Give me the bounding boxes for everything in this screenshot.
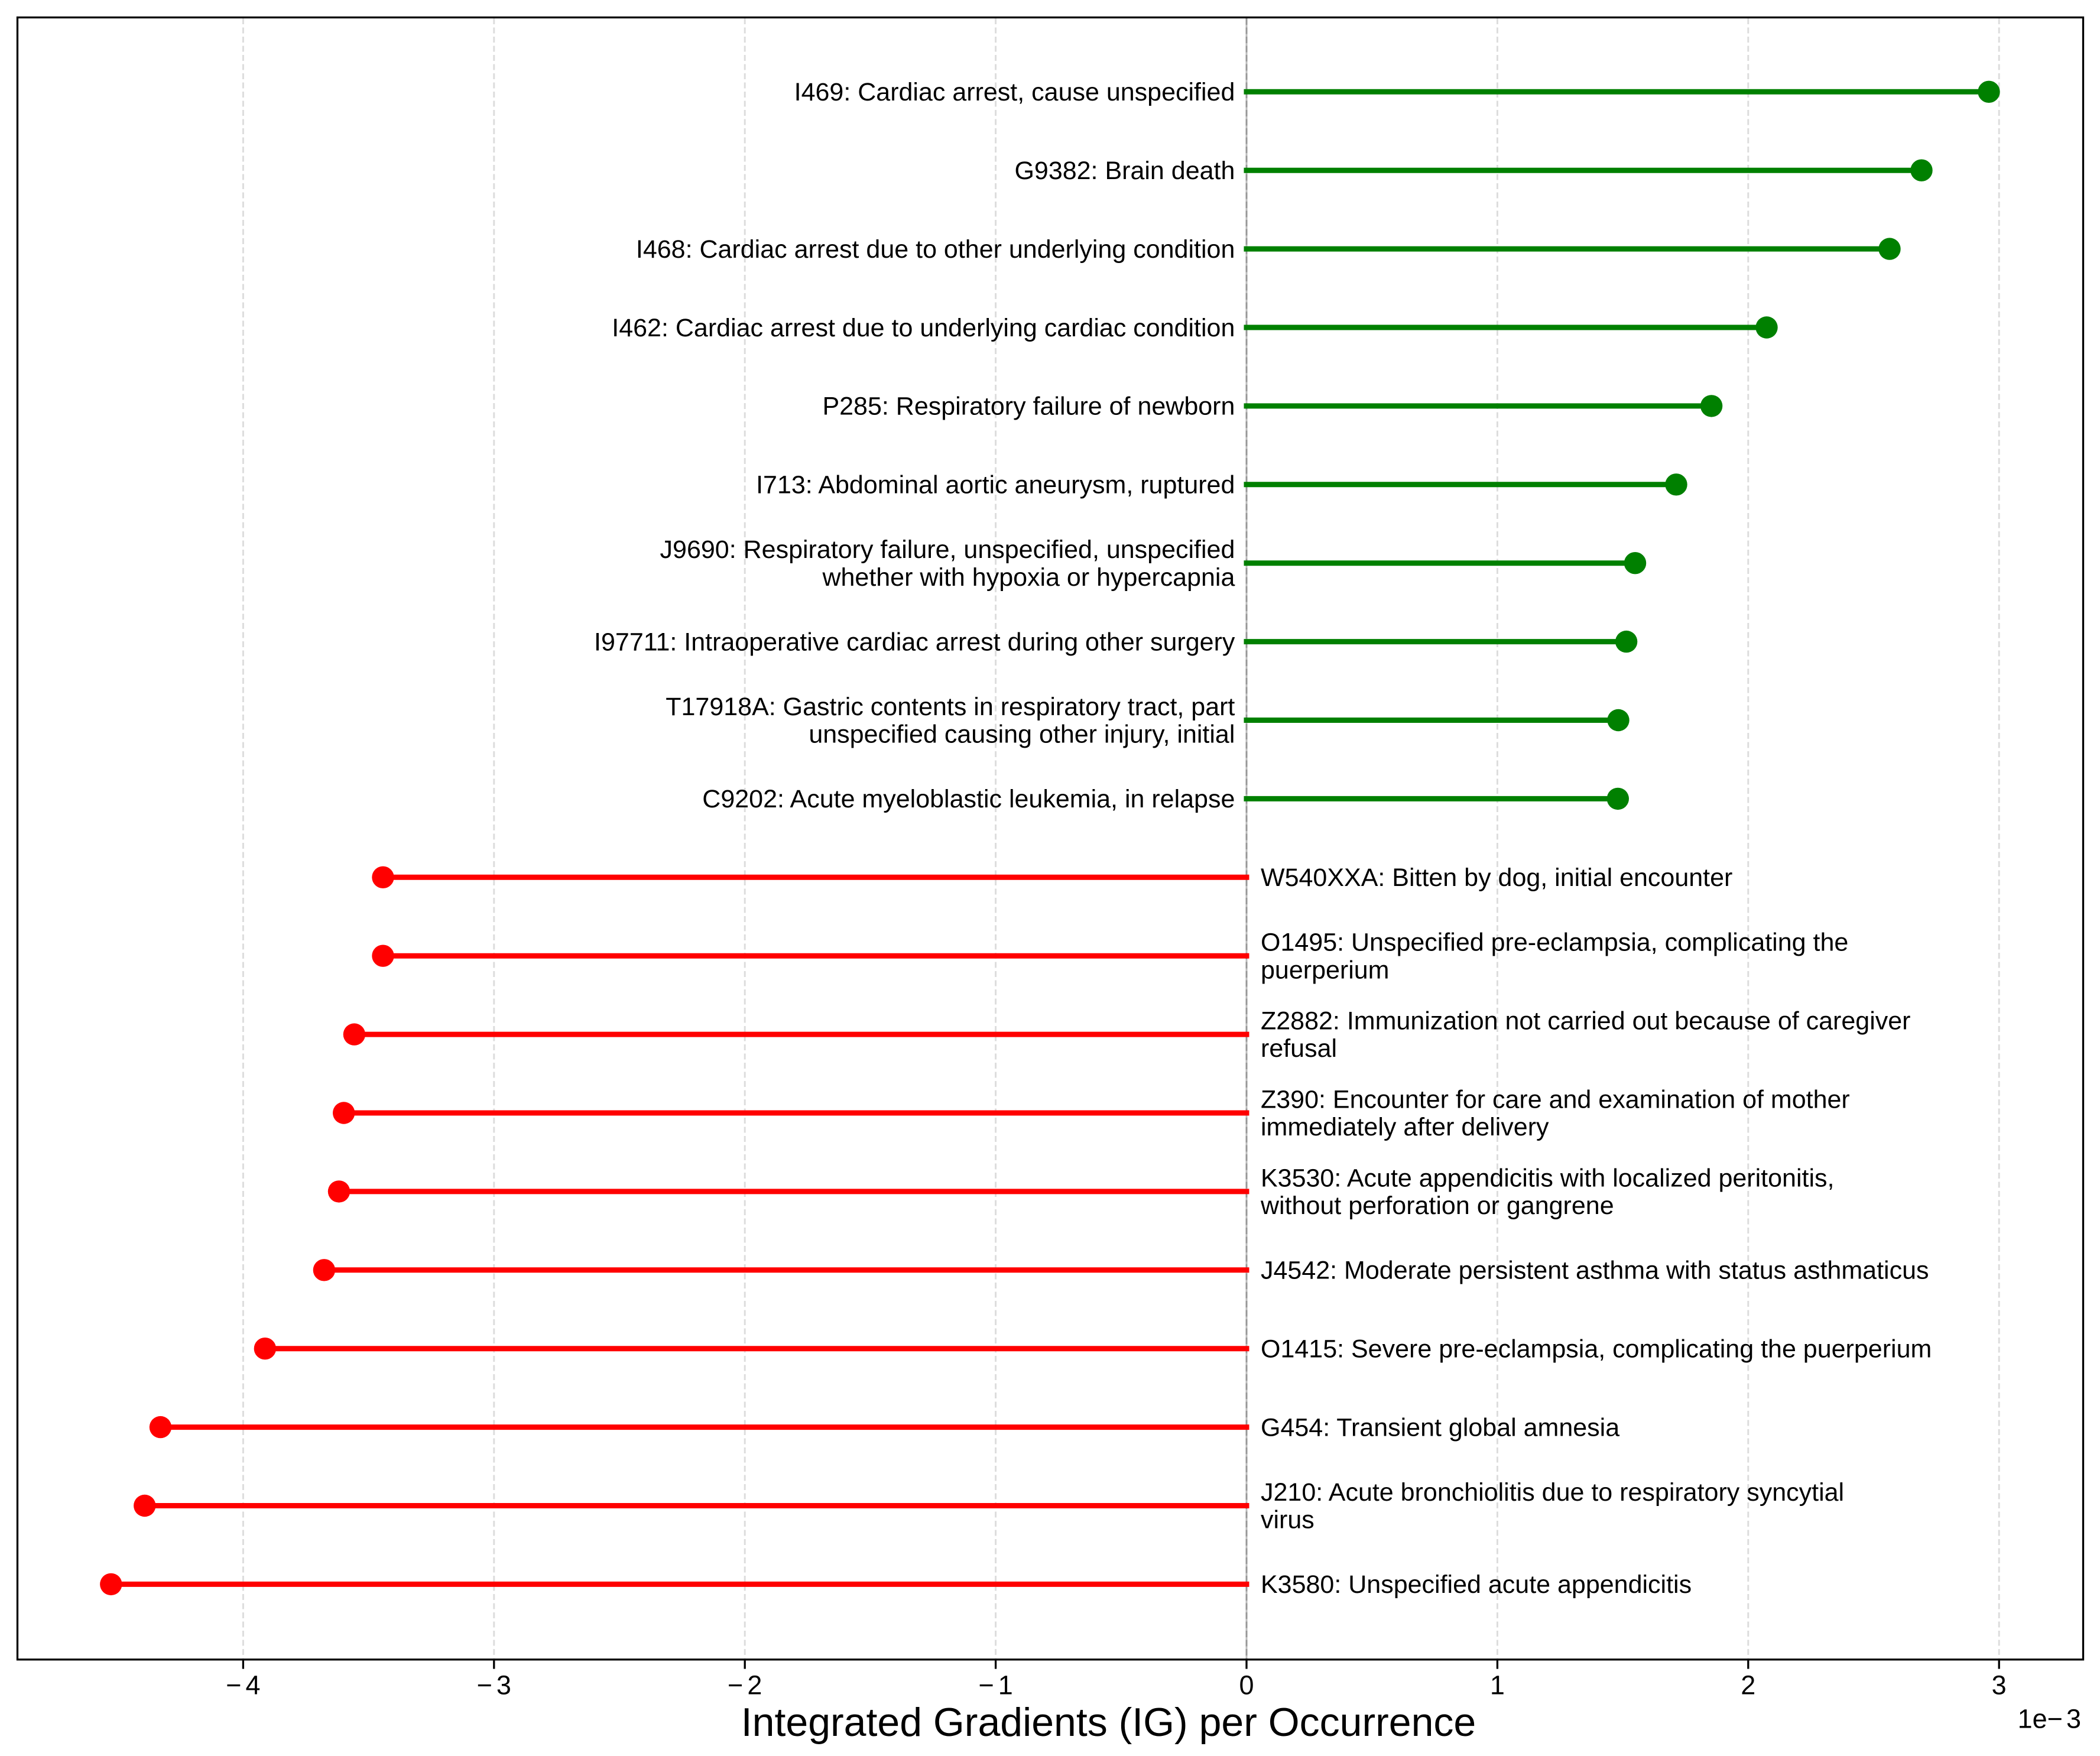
svg-text:G454: Transient global amnesia: G454: Transient global amnesia: [1261, 1413, 1619, 1442]
svg-text:virus: virus: [1261, 1506, 1314, 1534]
svg-text:I97711: Intraoperative cardiac: I97711: Intraoperative cardiac arrest du…: [594, 628, 1235, 656]
svg-text:0: 0: [1239, 1670, 1254, 1700]
svg-text:−3: −3: [477, 1670, 511, 1700]
svg-text:1e−3: 1e− 3: [2018, 1703, 2081, 1734]
svg-text:C9202: Acute myeloblastic leuk: C9202: Acute myeloblastic leukemia, in r…: [702, 785, 1235, 813]
svg-text:−4: −4: [226, 1670, 260, 1700]
svg-text:J4542: Moderate persistent ast: J4542: Moderate persistent asthma with s…: [1261, 1257, 1929, 1285]
svg-text:Z2882: Immunization not carrie: Z2882: Immunization not carried out beca…: [1261, 1007, 1910, 1036]
svg-text:I462: Cardiac arrest due to un: I462: Cardiac arrest due to underlying c…: [612, 314, 1235, 342]
svg-text:−1: −1: [978, 1670, 1012, 1700]
svg-text:I713: Abdominal aortic aneurys: I713: Abdominal aortic aneurysm, rupture…: [756, 471, 1235, 499]
svg-text:I468: Cardiac arrest due to ot: I468: Cardiac arrest due to other underl…: [636, 235, 1235, 264]
svg-text:P285: Respiratory failure of n: P285: Respiratory failure of newborn: [822, 392, 1235, 421]
svg-text:K3580: Unspecified acute appen: K3580: Unspecified acute appendicitis: [1261, 1570, 1692, 1599]
svg-text:immediately after delivery: immediately after delivery: [1261, 1113, 1549, 1141]
svg-text:J9690: Respiratory failure, un: J9690: Respiratory failure, unspecified,…: [660, 535, 1235, 564]
svg-text:W540XXA: Bitten by dog, initia: W540XXA: Bitten by dog, initial encounte…: [1261, 864, 1732, 892]
svg-text:without perforation or gangren: without perforation or gangrene: [1260, 1192, 1614, 1220]
svg-text:3: 3: [1992, 1670, 2007, 1700]
svg-text:1: 1: [1490, 1670, 1505, 1700]
svg-text:I469: Cardiac arrest, cause un: I469: Cardiac arrest, cause unspecified: [794, 78, 1235, 106]
svg-text:O1495: Unspecified pre-eclamps: O1495: Unspecified pre-eclampsia, compli…: [1261, 929, 1848, 957]
svg-text:T17918A: Gastric contents in r: T17918A: Gastric contents in respiratory…: [666, 693, 1235, 721]
svg-text:whether with hypoxia or hyperc: whether with hypoxia or hypercapnia: [822, 563, 1235, 592]
svg-text:O1415: Severe pre-eclampsia, c: O1415: Severe pre-eclampsia, complicatin…: [1261, 1335, 1932, 1364]
svg-text:refusal: refusal: [1261, 1034, 1337, 1063]
svg-text:Z390: Encounter for care and e: Z390: Encounter for care and examination…: [1261, 1086, 1850, 1114]
svg-text:−2: −2: [728, 1670, 762, 1700]
svg-text:J210: Acute bronchiolitis due: J210: Acute bronchiolitis due to respira…: [1261, 1478, 1844, 1507]
svg-text:Integrated Gradients (IG) per: Integrated Gradients (IG) per Occurrence: [741, 1700, 1476, 1745]
svg-text:unspecified causing other inju: unspecified causing other injury, initia…: [809, 720, 1235, 749]
svg-text:2: 2: [1741, 1670, 1755, 1700]
svg-text:K3530: Acute appendicitis with: K3530: Acute appendicitis with localized…: [1261, 1164, 1834, 1192]
svg-text:puerperium: puerperium: [1261, 956, 1390, 984]
svg-text:G9382: Brain death: G9382: Brain death: [1014, 157, 1235, 185]
